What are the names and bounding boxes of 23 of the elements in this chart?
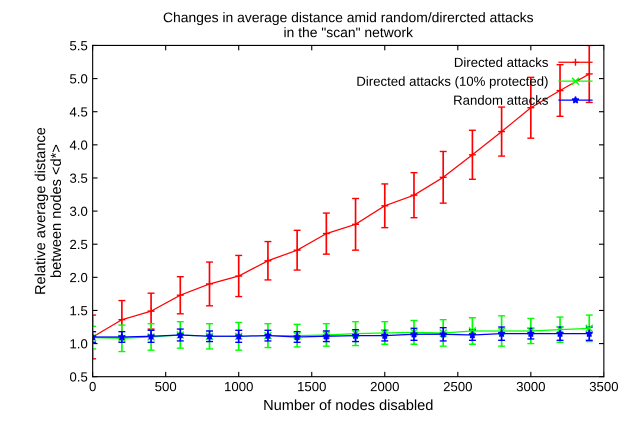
y-axis-title: Relative average distance between nodes <d*>: [34, 128, 62, 294]
y-tick-label: 2.5: [70, 240, 88, 250]
y-tick-label: 2.0: [70, 272, 88, 282]
x-axis-title: Number of nodes disabled: [264, 399, 432, 410]
x-tick-label: 3500: [590, 382, 618, 392]
y-tick-label: 3.0: [70, 206, 88, 216]
y-tick-label: 1.5: [70, 306, 88, 316]
x-tick-label: 500: [155, 382, 176, 392]
y-tick-label: 0.5: [70, 372, 88, 382]
x-tick-label: 3000: [516, 382, 545, 392]
x-tick-label: 1000: [225, 382, 253, 392]
y-tick-label: 1.0: [70, 339, 88, 348]
y-tick-label: 5.0: [70, 74, 88, 84]
y-tick-label: 4.0: [70, 140, 88, 150]
y-tick-label: 5.5: [70, 41, 88, 50]
legend-label: Directed attacks: [454, 57, 548, 68]
x-tick-label: 2000: [370, 382, 399, 392]
y-tick-label: 4.5: [70, 107, 88, 117]
chart-title: Changes in average distance amid random/dirercted attacks in the "scan" network: [164, 12, 534, 38]
x-tick-label: 1500: [298, 382, 326, 392]
x-tick-label: 2500: [444, 382, 472, 392]
y-tick-label: 3.5: [70, 174, 88, 183]
x-tick-label: 0: [90, 382, 96, 392]
